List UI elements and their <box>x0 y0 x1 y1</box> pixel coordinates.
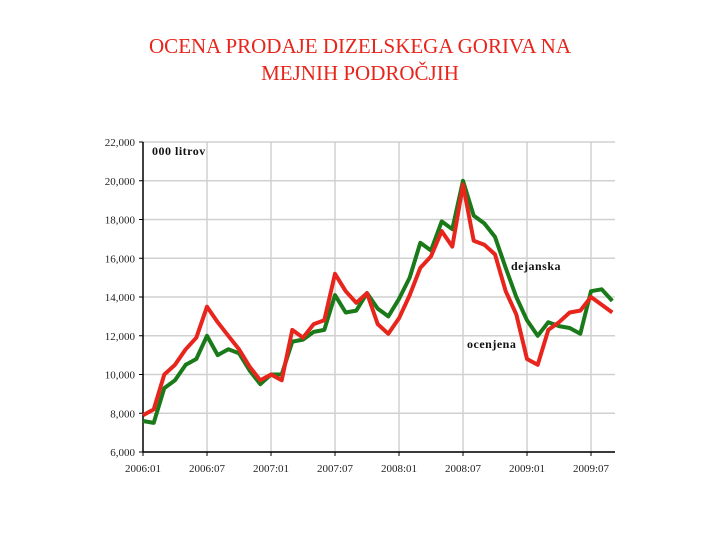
y-tick-label: 12,000 <box>105 331 136 343</box>
series-line-dejanska <box>142 178 614 425</box>
y-axis-label: 000 litrov <box>152 144 206 158</box>
x-tick-label: 2006:07 <box>189 463 226 475</box>
y-tick-label: 22,000 <box>105 137 136 149</box>
title-line-1: OCENA PRODAJE DIZELSKEGA GORIVA NA <box>149 34 571 58</box>
y-tick-label: 10,000 <box>105 370 136 382</box>
series-line-ocenjena <box>142 182 614 417</box>
y-tick-label: 18,000 <box>105 215 136 227</box>
chart-title: OCENA PRODAJE DIZELSKEGA GORIVA NA MEJNI… <box>0 33 720 87</box>
x-tick-label: 2009:07 <box>573 463 610 475</box>
x-tick-label: 2008:07 <box>445 463 482 475</box>
x-tick-label: 2009:01 <box>509 463 545 475</box>
title-line-2: MEJNIH PODROČJIH <box>261 61 459 85</box>
y-tick-label: 6,000 <box>110 447 135 459</box>
y-tick-label: 20,000 <box>105 176 136 188</box>
x-tick-label: 2007:01 <box>253 463 289 475</box>
x-tick-label: 2007:07 <box>317 463 354 475</box>
y-tick-label: 8,000 <box>110 408 135 420</box>
y-tick-label: 14,000 <box>105 292 136 304</box>
axes: 6,000 8,000 10,000 12,000 14,000 16,000 18,000… <box>105 137 615 475</box>
y-tick-label: 16,000 <box>105 253 136 265</box>
series-lines <box>142 178 614 425</box>
legend-label-ocenjena: ocenjena <box>467 337 516 351</box>
legend-label-dejanska: dejanska <box>511 259 561 273</box>
x-tick-label: 2006:01 <box>125 463 161 475</box>
x-tick-label: 2008:01 <box>381 463 417 475</box>
grid <box>143 141 615 453</box>
